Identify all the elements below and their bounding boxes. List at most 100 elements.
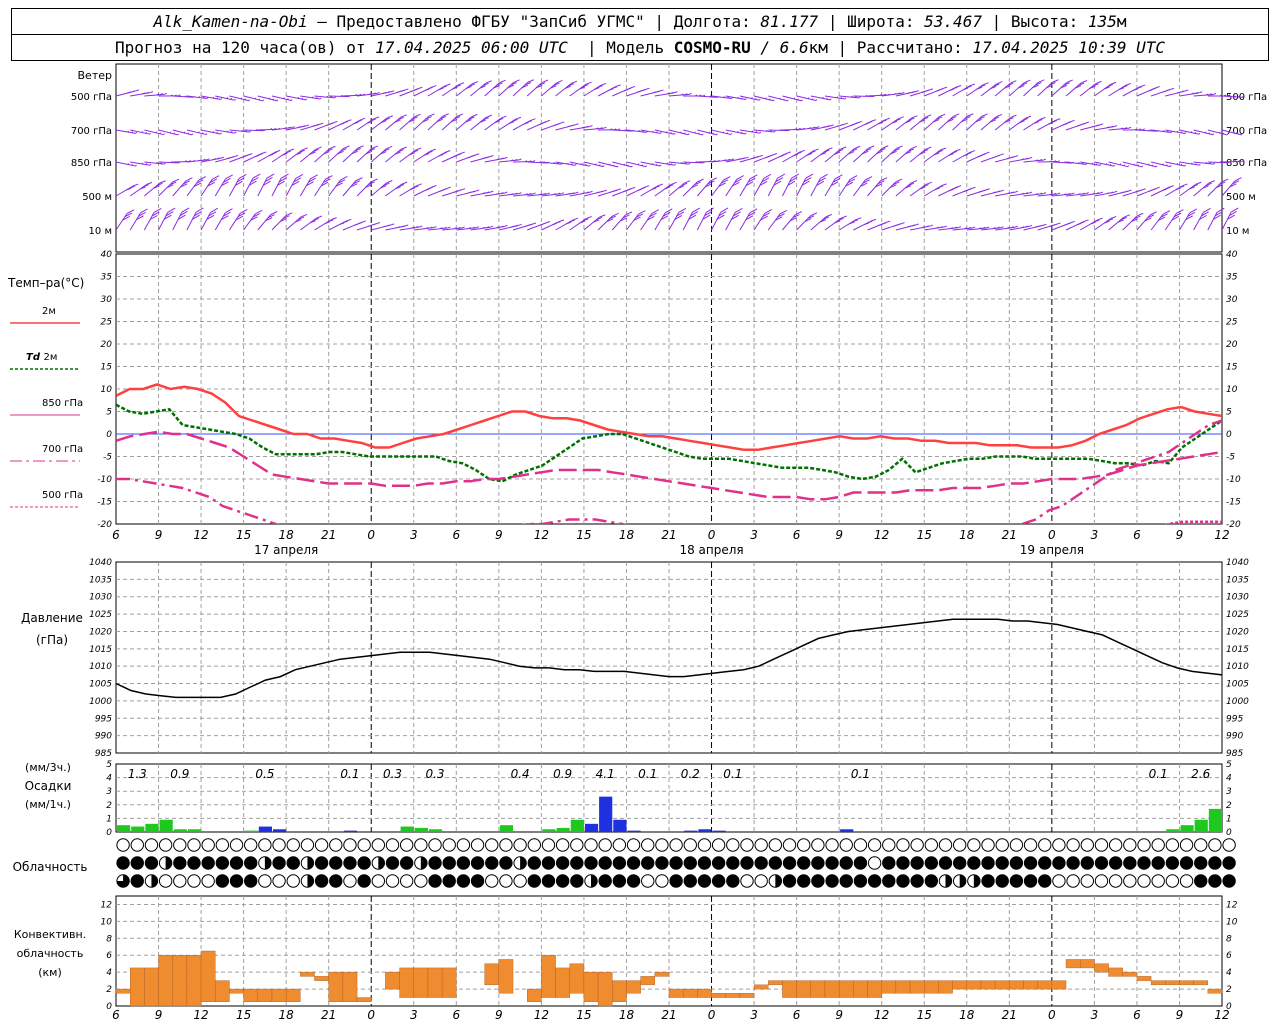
cloud-circle <box>612 838 627 852</box>
wind-barb-feather <box>538 161 542 164</box>
wind-barb-feather <box>552 124 557 127</box>
wind-barb-feather <box>1093 219 1100 223</box>
wind-barb-feather <box>504 191 508 194</box>
precip-bar <box>400 826 414 832</box>
cloud-symbol <box>584 856 598 870</box>
precip-bar <box>684 830 698 832</box>
wind-barb-feather <box>910 180 918 184</box>
wind-barb-feather <box>845 181 853 187</box>
conv-bar <box>328 971 344 1002</box>
wind-barb <box>1094 161 1115 167</box>
wind-barb-feather <box>283 127 287 130</box>
wind-barb-feather <box>390 90 395 93</box>
wind-barb-feather <box>424 88 430 92</box>
wind-barb <box>768 95 788 102</box>
conv-ytick-right: 6 <box>1226 951 1232 961</box>
temp-ytick-left: 30 <box>101 295 113 305</box>
wind-barb-feather <box>465 119 472 123</box>
wind-barb-feather <box>138 211 146 217</box>
cloud-circle <box>1151 856 1165 870</box>
wind-barb-feather <box>773 180 782 186</box>
conv-xtick: 12 <box>1214 1008 1229 1022</box>
wind-barb-feather <box>664 208 673 214</box>
cloud-symbol <box>343 838 357 852</box>
conv-bar <box>711 993 726 998</box>
cloud-circle <box>1222 874 1236 888</box>
wind-barb-feather <box>736 175 744 180</box>
cloud-symbol <box>215 856 230 870</box>
wind-barb-feather <box>808 127 812 130</box>
cloud-circle <box>144 838 159 852</box>
cloud-circle <box>442 874 456 888</box>
wind-level-label: 700 гПа <box>1226 126 1267 137</box>
conv-bar <box>966 980 982 990</box>
conv-xtick: 21 <box>321 1008 336 1022</box>
wind-barb-feather <box>1232 180 1240 185</box>
cloud-circle <box>1094 856 1109 870</box>
wind-barb-feather <box>354 148 361 152</box>
wind-barb-feather <box>765 97 767 100</box>
wind-barb-feather <box>617 188 622 191</box>
wind-barb-feather <box>545 221 551 224</box>
cloud-symbol <box>726 838 740 852</box>
cloud-symbol <box>896 874 910 888</box>
wind-barb-feather <box>141 131 144 133</box>
wind-barb-feather <box>619 217 627 222</box>
wind-barb-feather <box>329 145 336 150</box>
wind-barb-feather <box>177 133 179 136</box>
wind-barb-feather <box>468 116 475 120</box>
wind-barb-feather <box>1021 82 1028 86</box>
wind-barb-feather <box>1004 119 1011 123</box>
conv-xtick: 9 <box>1176 1008 1184 1022</box>
wind-barb-feather <box>1218 131 1221 134</box>
conv-xtick: 0 <box>1048 1008 1056 1022</box>
wind-barb-feather <box>883 93 886 96</box>
wind-barb-feather <box>159 132 161 134</box>
temp-ytick-left: -20 <box>97 520 112 530</box>
cloud-circle <box>485 874 499 888</box>
wind-barb-feather <box>1187 211 1196 217</box>
wind-barb-feather <box>371 145 379 149</box>
wind-barb-feather <box>1110 81 1117 85</box>
wind-barb <box>229 95 249 102</box>
wind-barb-feather <box>353 180 361 185</box>
temp-ytick-right: -20 <box>1226 520 1241 530</box>
temp-xtick: 18 <box>619 528 635 542</box>
wind-barb-feather <box>500 192 504 195</box>
conv-xtick: 15 <box>236 1008 251 1022</box>
wind-barb <box>626 161 647 168</box>
wind-barb-feather <box>1204 131 1207 134</box>
wind-barb-feather <box>856 217 862 221</box>
cloud-circle <box>1038 838 1052 852</box>
conv-xtick: 6 <box>112 1008 120 1022</box>
wind-barb <box>640 129 661 134</box>
wind-barb-feather <box>291 180 300 186</box>
cloud-circle <box>882 856 896 870</box>
wind-barb-feather <box>198 176 206 181</box>
cloud-circle <box>1066 838 1080 852</box>
wind-barb-feather <box>1077 124 1082 127</box>
wind-barb-feather <box>245 130 248 133</box>
cloud-symbol <box>1080 874 1094 888</box>
conv-bar <box>867 980 882 998</box>
wind-barb-feather <box>709 160 712 163</box>
cloud-circle <box>697 874 712 888</box>
cloud-circle <box>669 856 683 870</box>
wind-barb-feather <box>430 148 436 152</box>
wind-barb <box>654 161 675 166</box>
wind-barb-feather <box>585 191 589 194</box>
wind-barb-feather <box>637 163 640 165</box>
wind-barb-feather <box>1199 214 1207 220</box>
wind-barb-feather <box>1218 181 1226 186</box>
wind-barb-feather <box>818 177 826 183</box>
forecast-label: Прогноз на 120 часа(ов) от <box>115 38 376 57</box>
wind-barb-feather <box>751 97 753 99</box>
wind-barb-feather <box>153 185 160 189</box>
conv-bar <box>725 993 741 998</box>
wind-barb-feather <box>230 97 233 100</box>
cloud-circle <box>1222 838 1236 852</box>
wind-barb <box>257 177 268 197</box>
cloud-circle <box>952 856 967 870</box>
cloud-symbol <box>570 838 584 852</box>
wind-barb-feather <box>1020 158 1025 161</box>
